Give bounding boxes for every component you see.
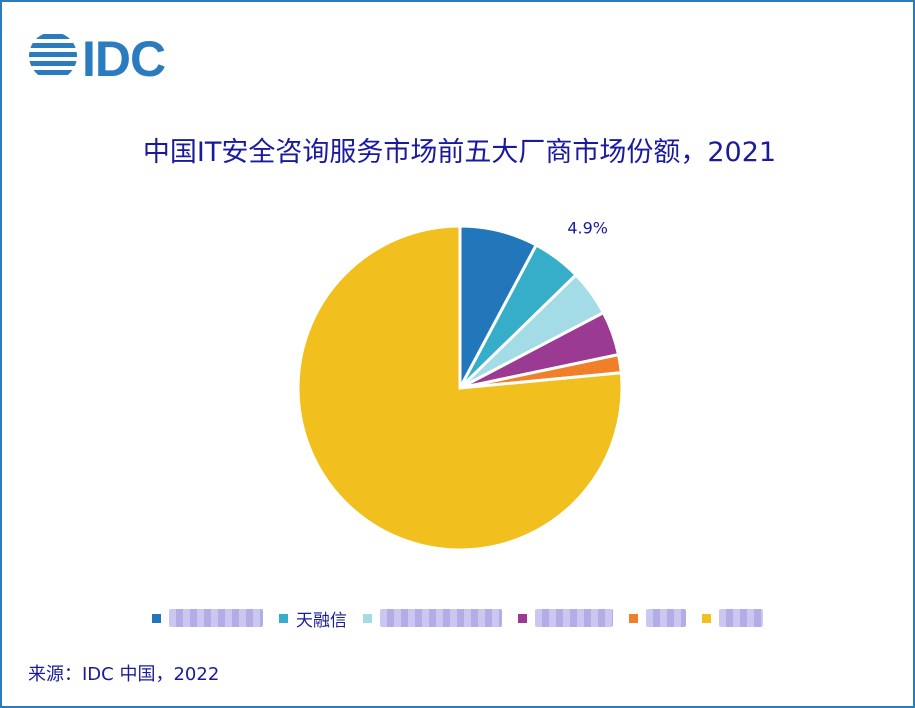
idc-logo-text: IDC <box>82 31 165 84</box>
legend-item <box>363 609 502 627</box>
legend-label: 天融信 <box>296 610 347 631</box>
legend-item <box>629 609 686 627</box>
legend-swatch <box>629 613 638 623</box>
idc-logo: IDC <box>26 28 186 84</box>
legend-swatch <box>152 613 161 623</box>
legend-label-redacted <box>719 609 763 627</box>
legend-label-redacted <box>380 609 502 627</box>
legend-label-redacted <box>169 609 263 627</box>
legend-swatch <box>279 613 288 623</box>
source-note: 来源：IDC 中国，2022 <box>28 664 220 685</box>
chart-legend: 天融信 <box>152 604 779 632</box>
legend-swatch <box>518 613 527 623</box>
legend-swatch <box>702 613 711 623</box>
legend-item: 天融信 <box>279 606 347 631</box>
legend-item <box>152 609 263 627</box>
pie-slice-6 <box>296 224 624 552</box>
legend-item <box>518 609 613 627</box>
data-label: 4.9% <box>567 218 608 237</box>
legend-label-redacted <box>646 609 686 627</box>
legend-swatch <box>363 613 372 623</box>
legend-item <box>702 609 763 627</box>
chart-title: 中国IT安全咨询服务市场前五大厂商市场份额，2021 <box>142 137 777 168</box>
legend-label-redacted <box>535 609 613 627</box>
pie-chart: 4.9% <box>296 218 624 552</box>
idc-logo-graphic: IDC <box>29 31 166 84</box>
